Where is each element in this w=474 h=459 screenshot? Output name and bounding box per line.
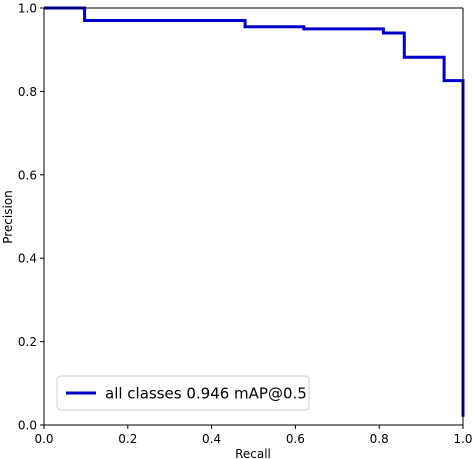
plot-area — [44, 8, 463, 425]
legend-box — [56, 375, 310, 411]
x-tick-label: 1.0 — [453, 432, 472, 446]
axes-frame — [43, 7, 464, 426]
y-tick-label: 0.2 — [18, 335, 37, 349]
x-tick-label: 0.2 — [118, 432, 137, 446]
curve-layer — [44, 6, 465, 417]
y-axis-label: Precision — [1, 190, 15, 244]
y-tick-label: 0.6 — [18, 168, 37, 182]
y-tick-label: 0.4 — [18, 252, 37, 266]
legend: all classes 0.946 mAP@0.5 — [56, 375, 310, 411]
legend-entry-label: all classes 0.946 mAP@0.5 — [105, 385, 307, 403]
x-tick-label: 0.4 — [202, 432, 221, 446]
x-tick-label: 0.8 — [370, 432, 389, 446]
y-tick-label: 1.0 — [18, 2, 37, 16]
y-tick-label: 0.8 — [18, 85, 37, 99]
x-axis-label: Recall — [235, 447, 271, 459]
x-axis-ticks: 0.0 0.2 0.4 0.6 0.8 1.0 — [34, 425, 473, 446]
x-tick-label: 0.0 — [34, 432, 53, 446]
pr-curve-line — [44, 6, 465, 417]
y-tick-label: 0.0 — [18, 419, 37, 433]
x-tick-label: 0.6 — [286, 432, 305, 446]
y-axis-ticks: 0.0 0.2 0.4 0.6 0.8 1.0 — [18, 2, 44, 433]
